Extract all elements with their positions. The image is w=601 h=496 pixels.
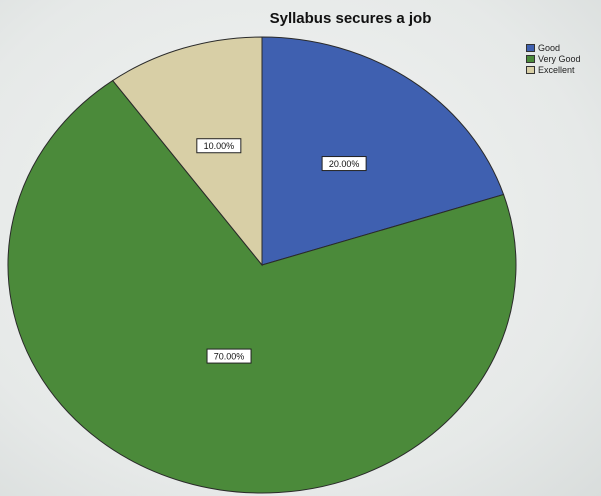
pie-label-very-good: 70.00% (206, 348, 252, 364)
legend: Good Very Good Excellent (526, 42, 581, 75)
legend-item-very-good: Very Good (526, 53, 581, 64)
pie-slice-good (261, 36, 505, 266)
pie-slice-labels: 20.00% 70.00% 10.00% (196, 138, 367, 364)
legend-item-excellent: Excellent (526, 64, 581, 75)
pie-label-excellent: 10.00% (196, 138, 242, 154)
pie-label-box (321, 156, 367, 172)
pie-label-text: 70.00% (214, 352, 245, 362)
legend-swatch-excellent (526, 65, 535, 74)
legend-label-excellent: Excellent (538, 64, 575, 75)
pie-label-box (196, 138, 242, 154)
legend-item-good: Good (526, 42, 581, 53)
pie-label-text: 20.00% (329, 159, 360, 169)
legend-label-good: Good (538, 42, 561, 53)
legend-swatch-good (526, 43, 535, 52)
legend-label-very-good: Very Good (538, 53, 581, 64)
pie-label-box (206, 348, 252, 364)
chart-title: Syllabus secures a job (269, 10, 432, 27)
pie-slice-very-good (7, 79, 517, 494)
pie-slice-excellent (111, 36, 263, 267)
pie-label-good: 20.00% (321, 156, 367, 172)
pie-slices (7, 36, 517, 494)
legend-swatch-very-good (526, 54, 535, 63)
pie-label-text: 10.00% (204, 141, 235, 151)
